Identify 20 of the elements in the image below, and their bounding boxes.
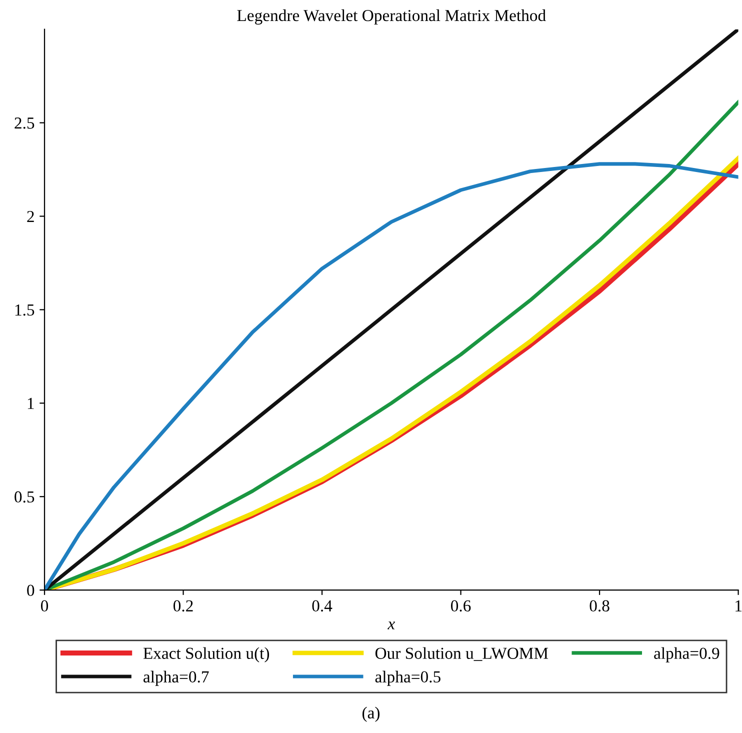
legend-label: alpha=0.7 bbox=[144, 670, 209, 686]
y-tick-label: 2 bbox=[27, 210, 34, 222]
x-tick-label: 0.4 bbox=[312, 600, 332, 612]
x-tick-label: 0.2 bbox=[173, 600, 193, 612]
legend-label: alpha=0.9 bbox=[654, 647, 720, 662]
x-axis-title: x bbox=[388, 622, 395, 630]
y-tick-label: 2.5 bbox=[14, 118, 34, 129]
legend-label: Our Solution u_LWOMM bbox=[375, 647, 548, 661]
text: (a) bbox=[362, 706, 380, 722]
x-tick-label: 0 bbox=[40, 600, 48, 612]
x-tick-label: 0.6 bbox=[451, 600, 471, 612]
y-tick-label: 0.5 bbox=[14, 491, 34, 503]
legend-label: Exact Solution u(t) bbox=[143, 647, 270, 662]
y-tick-label: 1 bbox=[28, 398, 34, 409]
chart-title: Legendre Wavelet Operational Matrix Method bbox=[237, 9, 546, 25]
legend-label: alpha=0.5 bbox=[375, 670, 440, 686]
y-tick-label: 1.5 bbox=[15, 304, 34, 316]
x-tick-label: 1 bbox=[736, 600, 742, 612]
x-tick-label: 0.8 bbox=[590, 600, 610, 612]
y-tick-label: 0 bbox=[27, 584, 34, 596]
